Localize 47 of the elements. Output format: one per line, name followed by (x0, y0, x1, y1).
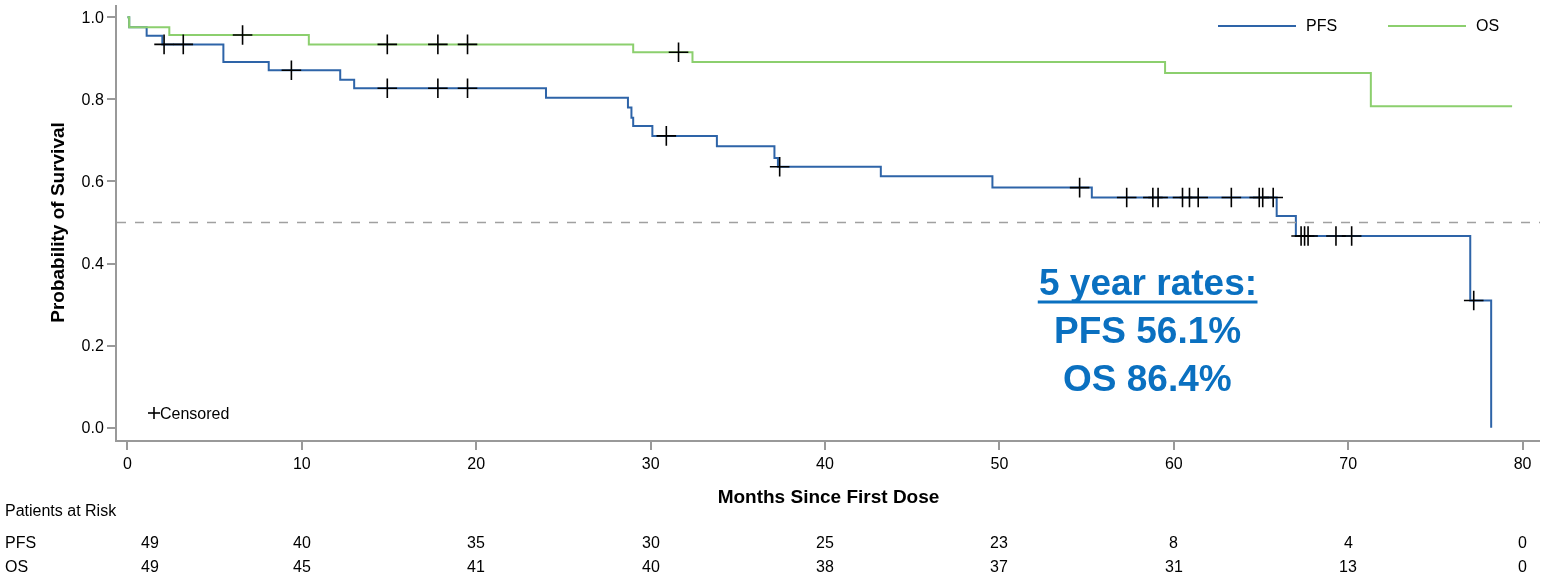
point (456, 33, 479, 55)
y-tick-label: 0.2 (81, 337, 104, 355)
x-tick-label: 40 (816, 455, 835, 473)
x-tick-label: 30 (641, 455, 660, 473)
point (769, 156, 791, 178)
point (172, 33, 194, 55)
y-tick-label: 1.0 (81, 8, 104, 26)
legend-label: OS (1476, 17, 1500, 34)
point (1262, 186, 1284, 209)
x-tick-label: 20 (467, 455, 486, 473)
point (153, 33, 175, 55)
y-tick-label: 0.0 (81, 419, 104, 437)
y-tick-label: 0.8 (81, 90, 104, 108)
point (1463, 289, 1485, 312)
point (1147, 186, 1169, 209)
point (427, 33, 449, 55)
x-tick-label: 50 (990, 455, 1009, 473)
y-tick-label: 0.6 (81, 173, 104, 191)
x-tick-label: 80 (1513, 455, 1532, 473)
annotation: OS 86.4% (1063, 358, 1232, 399)
x-tick-label: 10 (292, 455, 311, 473)
point (1220, 186, 1242, 209)
point (667, 41, 690, 63)
x-tick-label: 60 (1164, 455, 1183, 473)
point (280, 59, 302, 81)
point (427, 77, 449, 99)
point (1116, 186, 1138, 209)
point (1187, 186, 1209, 209)
point (231, 24, 254, 46)
point (1069, 177, 1091, 199)
x-axis-title: Months Since First Dose (717, 485, 940, 507)
annotation: 5 year rates: (1039, 262, 1258, 303)
legend-label: PFS (1306, 17, 1338, 34)
text: Patients at Risk (5, 502, 118, 519)
y-axis-title: Probability of Survival (46, 122, 68, 323)
legend-label: Censored (160, 405, 230, 422)
x-tick-label: 0 (123, 455, 133, 473)
y-tick-label: 0.4 (81, 255, 104, 273)
point (376, 77, 398, 99)
text: OS 49 45 41 40 38 37 31 13 0 (5, 558, 1527, 575)
text: PFS 49 40 35 30 25 23 8 4 0 (5, 534, 1527, 551)
point (655, 125, 677, 147)
x-tick-label: 70 (1339, 455, 1358, 473)
annotation: PFS 56.1% (1054, 310, 1242, 351)
point (456, 77, 479, 99)
point (376, 33, 398, 55)
point (1341, 225, 1363, 247)
